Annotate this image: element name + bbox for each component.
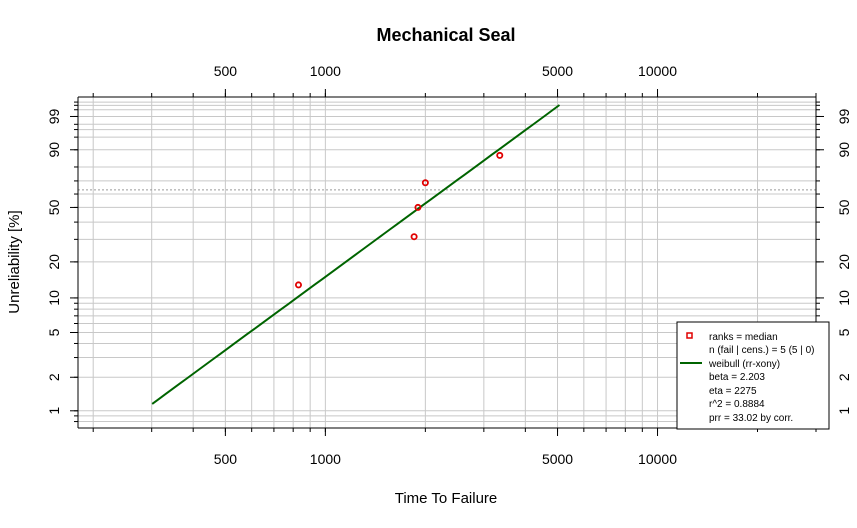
y-tick-label: 10 bbox=[46, 290, 62, 306]
legend: ranks = median n (fail | cens.) = 5 (5 |… bbox=[676, 321, 830, 430]
x-tick-label: 500 bbox=[214, 63, 238, 79]
legend-entry: weibull (rr-xony) bbox=[708, 359, 780, 370]
x-tick-label: 1000 bbox=[310, 63, 341, 79]
x-tick-label: 10000 bbox=[638, 63, 677, 79]
data-point bbox=[421, 179, 429, 187]
y-tick-label: 99 bbox=[836, 108, 852, 124]
y-tick-label: 10 bbox=[836, 290, 852, 306]
data-point bbox=[496, 151, 504, 159]
legend-entry: beta = 2.203 bbox=[709, 372, 765, 383]
data-point bbox=[294, 281, 302, 289]
y-tick-label: 50 bbox=[46, 199, 62, 215]
chart-title: Mechanical Seal bbox=[376, 25, 515, 45]
y-tick-label: 99 bbox=[46, 108, 62, 124]
y-axis-label: Unreliability [%] bbox=[6, 210, 23, 313]
y-tick-label: 90 bbox=[836, 142, 852, 158]
data-points bbox=[294, 151, 504, 289]
legend-entry: ranks = median bbox=[709, 332, 778, 343]
legend-entry: eta = 2275 bbox=[709, 386, 757, 397]
y-tick-label: 1 bbox=[836, 407, 852, 415]
x-axis-bottom: 500 1000 5000 10000 bbox=[92, 428, 817, 467]
data-point bbox=[410, 233, 418, 241]
y-tick-label: 2 bbox=[46, 373, 62, 381]
x-tick-label: 500 bbox=[214, 451, 238, 467]
legend-point-symbol bbox=[686, 332, 693, 339]
y-tick-label: 20 bbox=[46, 254, 62, 270]
data-point bbox=[414, 203, 422, 211]
legend-entry: prr = 33.02 by corr. bbox=[709, 413, 793, 424]
y-axis-left: 1 2 5 10 20 50 90 99 bbox=[46, 101, 78, 423]
weibull-fit-line bbox=[151, 104, 561, 405]
y-tick-label: 5 bbox=[46, 328, 62, 336]
fit-line bbox=[151, 104, 561, 405]
x-axis-top: 500 1000 5000 10000 bbox=[92, 63, 817, 97]
y-tick-label: 5 bbox=[836, 328, 852, 336]
y-tick-label: 2 bbox=[836, 373, 852, 381]
x-tick-label: 5000 bbox=[542, 451, 573, 467]
y-tick-label: 20 bbox=[836, 254, 852, 270]
legend-entry: r^2 = 0.8884 bbox=[709, 399, 765, 410]
y-tick-label: 1 bbox=[46, 407, 62, 415]
x-tick-label: 10000 bbox=[638, 451, 677, 467]
x-tick-label: 1000 bbox=[310, 451, 341, 467]
y-tick-label: 90 bbox=[46, 142, 62, 158]
y-tick-label: 50 bbox=[836, 199, 852, 215]
x-tick-label: 5000 bbox=[542, 63, 573, 79]
x-axis-label: Time To Failure bbox=[395, 490, 498, 507]
legend-entry: n (fail | cens.) = 5 (5 | 0) bbox=[709, 345, 815, 356]
legend-box bbox=[676, 321, 830, 430]
